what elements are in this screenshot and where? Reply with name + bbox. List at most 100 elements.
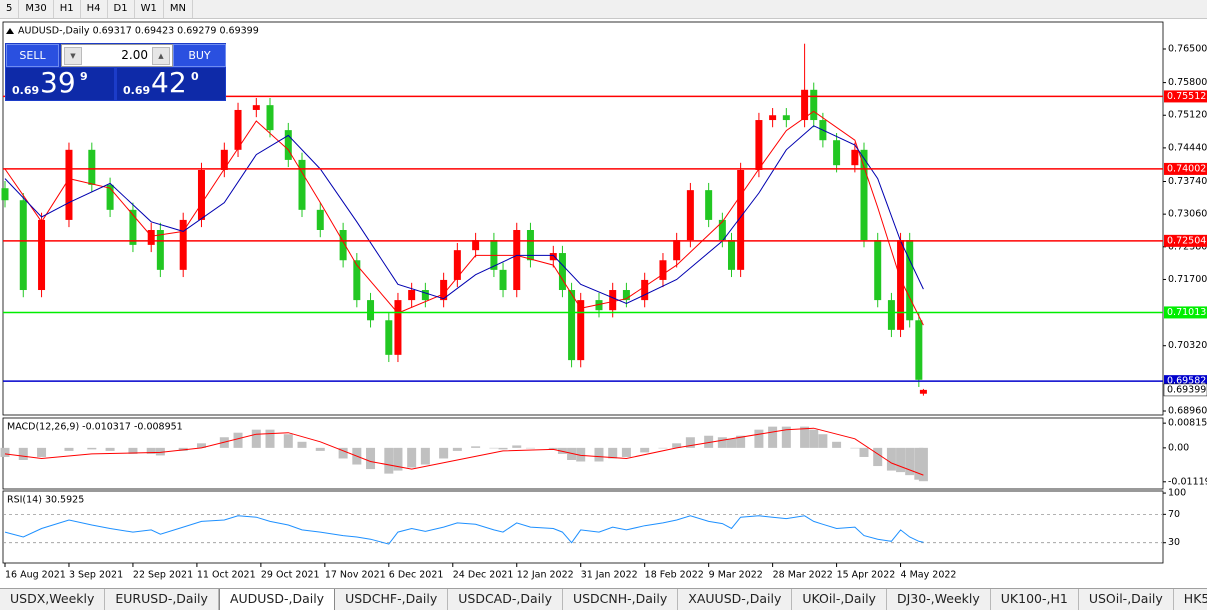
- chart-tab[interactable]: AUDUSD-,Daily: [218, 589, 336, 610]
- timeframe-button[interactable]: MN: [164, 0, 193, 18]
- chart-tabs: USDX,Weekly EURUSD-,Daily AUDUSD-,Daily USD…: [0, 588, 1207, 610]
- histogram-bar: [297, 441, 307, 448]
- histogram-bar: [105, 447, 115, 451]
- timeframe-button[interactable]: D1: [108, 0, 135, 18]
- y-tick-label: 100: [1168, 488, 1186, 499]
- candle-body: [595, 300, 603, 311]
- timeframe-button[interactable]: M30: [19, 0, 54, 18]
- y-tick-label: 0.74440: [1168, 142, 1207, 153]
- candle-body: [385, 320, 393, 355]
- candle-body: [353, 260, 361, 301]
- x-tick-label: 28 Mar 2022: [773, 570, 833, 581]
- y-tick-label: 0.73740: [1168, 176, 1207, 187]
- ask-price[interactable]: 0.69 42 0: [117, 66, 225, 100]
- candle-body: [782, 115, 790, 121]
- histogram-bar: [512, 445, 522, 448]
- histogram-bar: [64, 447, 74, 451]
- chart-tab[interactable]: UKOil-,Daily: [792, 589, 887, 610]
- candle-body: [499, 269, 507, 291]
- histogram-bar: [251, 429, 261, 448]
- price-level-tag: [1164, 162, 1207, 175]
- x-tick-label: 15 Apr 2022: [837, 570, 896, 581]
- sell-button[interactable]: SELL: [6, 44, 59, 67]
- candle-body: [513, 229, 521, 291]
- candle-body: [558, 253, 566, 291]
- chart-tab[interactable]: USDCNH-,Daily: [563, 589, 679, 610]
- increase-button[interactable]: ▲: [152, 47, 170, 65]
- y-tick-label: 0.008152: [1168, 418, 1207, 429]
- histogram-bar: [896, 447, 906, 473]
- histogram-bar: [781, 426, 791, 448]
- y-tick-label: -0.011196: [1168, 476, 1207, 487]
- candle-body: [421, 290, 429, 301]
- candle-body: [887, 300, 895, 330]
- candle-body: [147, 229, 155, 245]
- histogram-bar: [338, 447, 348, 459]
- indicator-line: [4, 515, 924, 545]
- histogram-bar: [315, 447, 325, 451]
- bid-price[interactable]: 0.69 39 9: [6, 66, 114, 100]
- panel-frame: [2, 21, 1164, 416]
- histogram-bar: [498, 447, 508, 450]
- price-big: 0.69: [12, 84, 40, 97]
- chart-tab[interactable]: DJ30-,Weekly: [887, 589, 991, 610]
- histogram-bar: [489, 447, 499, 449]
- lot-input[interactable]: ▼ 2.00 ▲: [61, 44, 173, 67]
- candle-body: [609, 290, 617, 311]
- candle-body: [577, 300, 585, 361]
- y-tick-label: 0.71700: [1168, 274, 1207, 285]
- chart-tab[interactable]: HK50-,I: [1174, 589, 1207, 610]
- candle-body: [472, 240, 480, 251]
- candle-body: [874, 240, 882, 301]
- price-pips: 42: [151, 66, 187, 99]
- candle-body: [19, 200, 27, 291]
- chart-tab[interactable]: USDX,Weekly: [0, 589, 106, 610]
- histogram-bar: [914, 447, 924, 480]
- candle-body: [252, 105, 260, 110]
- candle-body: [284, 130, 292, 160]
- histogram-bar: [859, 447, 869, 457]
- candle-body: [339, 229, 347, 261]
- chart-tab[interactable]: USOil-,Daily: [1079, 589, 1174, 610]
- histogram-bar: [886, 447, 896, 471]
- histogram-bar: [873, 447, 883, 467]
- histogram-bar: [18, 447, 28, 460]
- x-tick-label: 29 Oct 2021: [261, 570, 320, 581]
- price-level-label: 0.71013: [1167, 307, 1206, 318]
- histogram-bar: [146, 447, 156, 454]
- histogram-bar: [196, 443, 206, 448]
- candle-body: [526, 229, 534, 261]
- timeframe-button[interactable]: H1: [54, 0, 81, 18]
- candle-body: [65, 149, 73, 220]
- candle-body: [220, 149, 228, 170]
- y-tick-label: 0.76500: [1168, 43, 1207, 54]
- candle-body: [915, 320, 923, 380]
- histogram-bar: [525, 447, 535, 449]
- candle-body: [316, 209, 324, 230]
- y-tick-label: 0.73060: [1168, 209, 1207, 220]
- chart-tab[interactable]: UK100-,H1: [991, 589, 1079, 610]
- chart-tab[interactable]: XAUUSD-,Daily: [678, 589, 793, 610]
- decrease-button[interactable]: ▼: [64, 47, 82, 65]
- buy-button[interactable]: BUY: [173, 44, 226, 67]
- timeframe-button[interactable]: W1: [135, 0, 164, 18]
- histogram-bar: [576, 447, 586, 462]
- histogram-bar: [366, 447, 376, 470]
- y-tick-label: 0.75120: [1168, 110, 1207, 121]
- y-tick-label: 0.75800: [1168, 77, 1207, 88]
- timeframe-button[interactable]: 5: [0, 0, 20, 18]
- timeframe-toolbar: 5 M30 H1 H4 D1 W1 MN: [0, 0, 1207, 19]
- histogram-bar: [594, 447, 604, 462]
- histogram-bar: [37, 447, 47, 457]
- chart-tab[interactable]: USDCAD-,Daily: [448, 589, 563, 610]
- timeframe-button[interactable]: H4: [81, 0, 108, 18]
- chart-tab[interactable]: EURUSD-,Daily: [105, 589, 219, 610]
- candle-body: [833, 140, 841, 166]
- histogram-bar: [420, 447, 430, 465]
- moving-average: [4, 125, 924, 305]
- current-price-tag: [1163, 383, 1207, 397]
- histogram-bar: [640, 447, 650, 453]
- chart-tab[interactable]: USDCHF-,Daily: [335, 589, 449, 610]
- histogram-bar: [407, 447, 417, 468]
